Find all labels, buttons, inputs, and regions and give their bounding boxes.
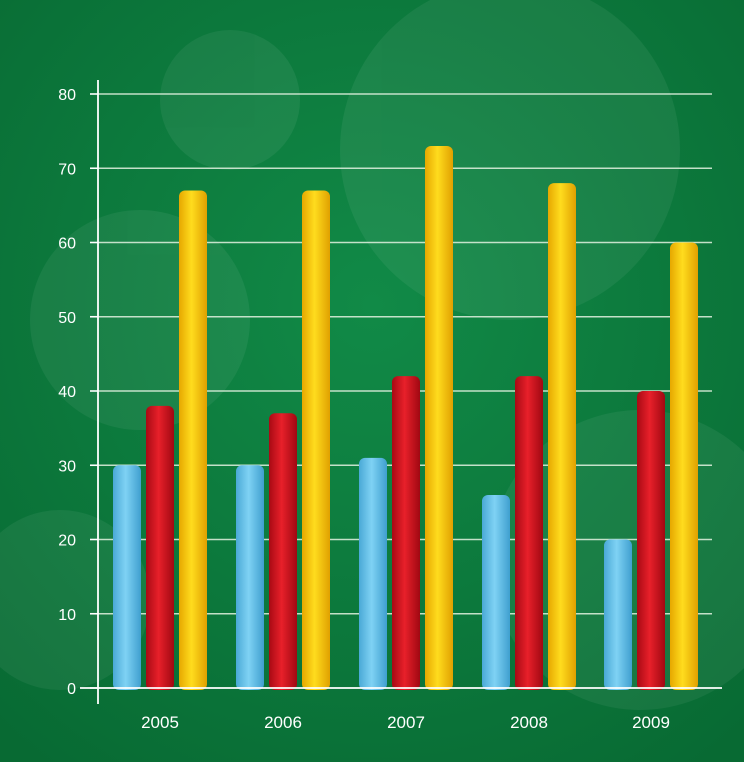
y-tick-labels: 0 10 20 30 40 50 60 70 80 [58,87,76,698]
bar-s3-2005 [179,190,207,690]
x-tick-label: 2006 [264,713,302,732]
y-tick-label: 10 [58,607,76,624]
bar-s3-2008 [548,183,576,690]
bar-s2-2005 [146,405,174,690]
axes [80,80,722,704]
bar-s2-2009 [637,391,665,690]
x-tick-label: 2005 [141,713,179,732]
y-tick-label: 30 [58,458,76,475]
bar-s2-2006 [269,413,297,690]
x-tick-labels: 2005 2006 2007 2008 2009 [141,713,670,732]
x-tick-label: 2007 [387,713,425,732]
bar-s1-2009 [604,539,632,690]
bar-s3-2009 [670,242,698,690]
bar-s1-2007 [359,457,387,690]
y-tick-label: 20 [58,533,76,550]
bar-s3-2006 [302,190,330,690]
bar-s1-2005 [113,465,141,690]
y-tick-label: 70 [58,161,76,178]
y-tick-label: 50 [58,310,76,327]
y-tick-label: 0 [67,681,76,698]
bar-s2-2007 [392,376,420,690]
x-tick-label: 2008 [510,713,548,732]
x-tick-label: 2009 [632,713,670,732]
bar-s1-2008 [482,494,510,690]
bar-s1-2006 [236,465,264,690]
bar-s3-2007 [425,145,453,691]
bars [113,145,698,691]
bar-s2-2008 [515,376,543,690]
y-tick-label: 40 [58,384,76,401]
y-tick-label: 60 [58,236,76,253]
y-tick-label: 80 [58,87,76,104]
